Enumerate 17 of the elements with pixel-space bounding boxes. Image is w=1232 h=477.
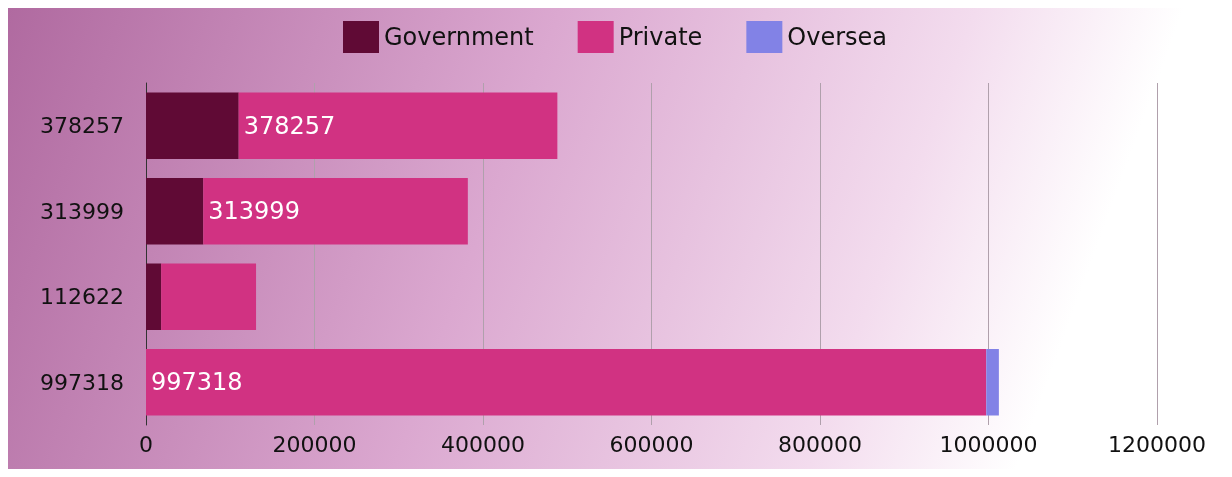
y-tick-label: 112622: [40, 284, 124, 310]
legend-label: Private: [618, 23, 703, 51]
data-label: 997318: [151, 368, 243, 397]
legend-label: Government: [384, 23, 534, 51]
data-label: 378257: [243, 111, 336, 140]
y-tick-label: 997318: [40, 369, 124, 395]
x-tick-label: 400000: [441, 431, 525, 457]
x-tick-label: 0: [139, 431, 153, 457]
x-tick-label: 800000: [778, 431, 862, 457]
legend-label: Oversea: [787, 23, 888, 51]
y-tick-label: 378257: [40, 113, 124, 139]
data-label: 313999: [208, 197, 300, 226]
x-tick-label: 1000000: [939, 431, 1038, 457]
y-tick-label: 313999: [40, 198, 124, 224]
x-tick-label: 600000: [609, 431, 694, 457]
x-tick-label: 200000: [272, 431, 357, 457]
x-tick-label: 1200000: [1108, 431, 1206, 457]
